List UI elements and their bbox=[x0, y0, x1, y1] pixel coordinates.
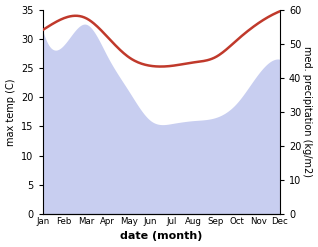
Y-axis label: max temp (C): max temp (C) bbox=[5, 78, 16, 145]
Y-axis label: med. precipitation (kg/m2): med. precipitation (kg/m2) bbox=[302, 46, 313, 177]
X-axis label: date (month): date (month) bbox=[120, 231, 203, 242]
